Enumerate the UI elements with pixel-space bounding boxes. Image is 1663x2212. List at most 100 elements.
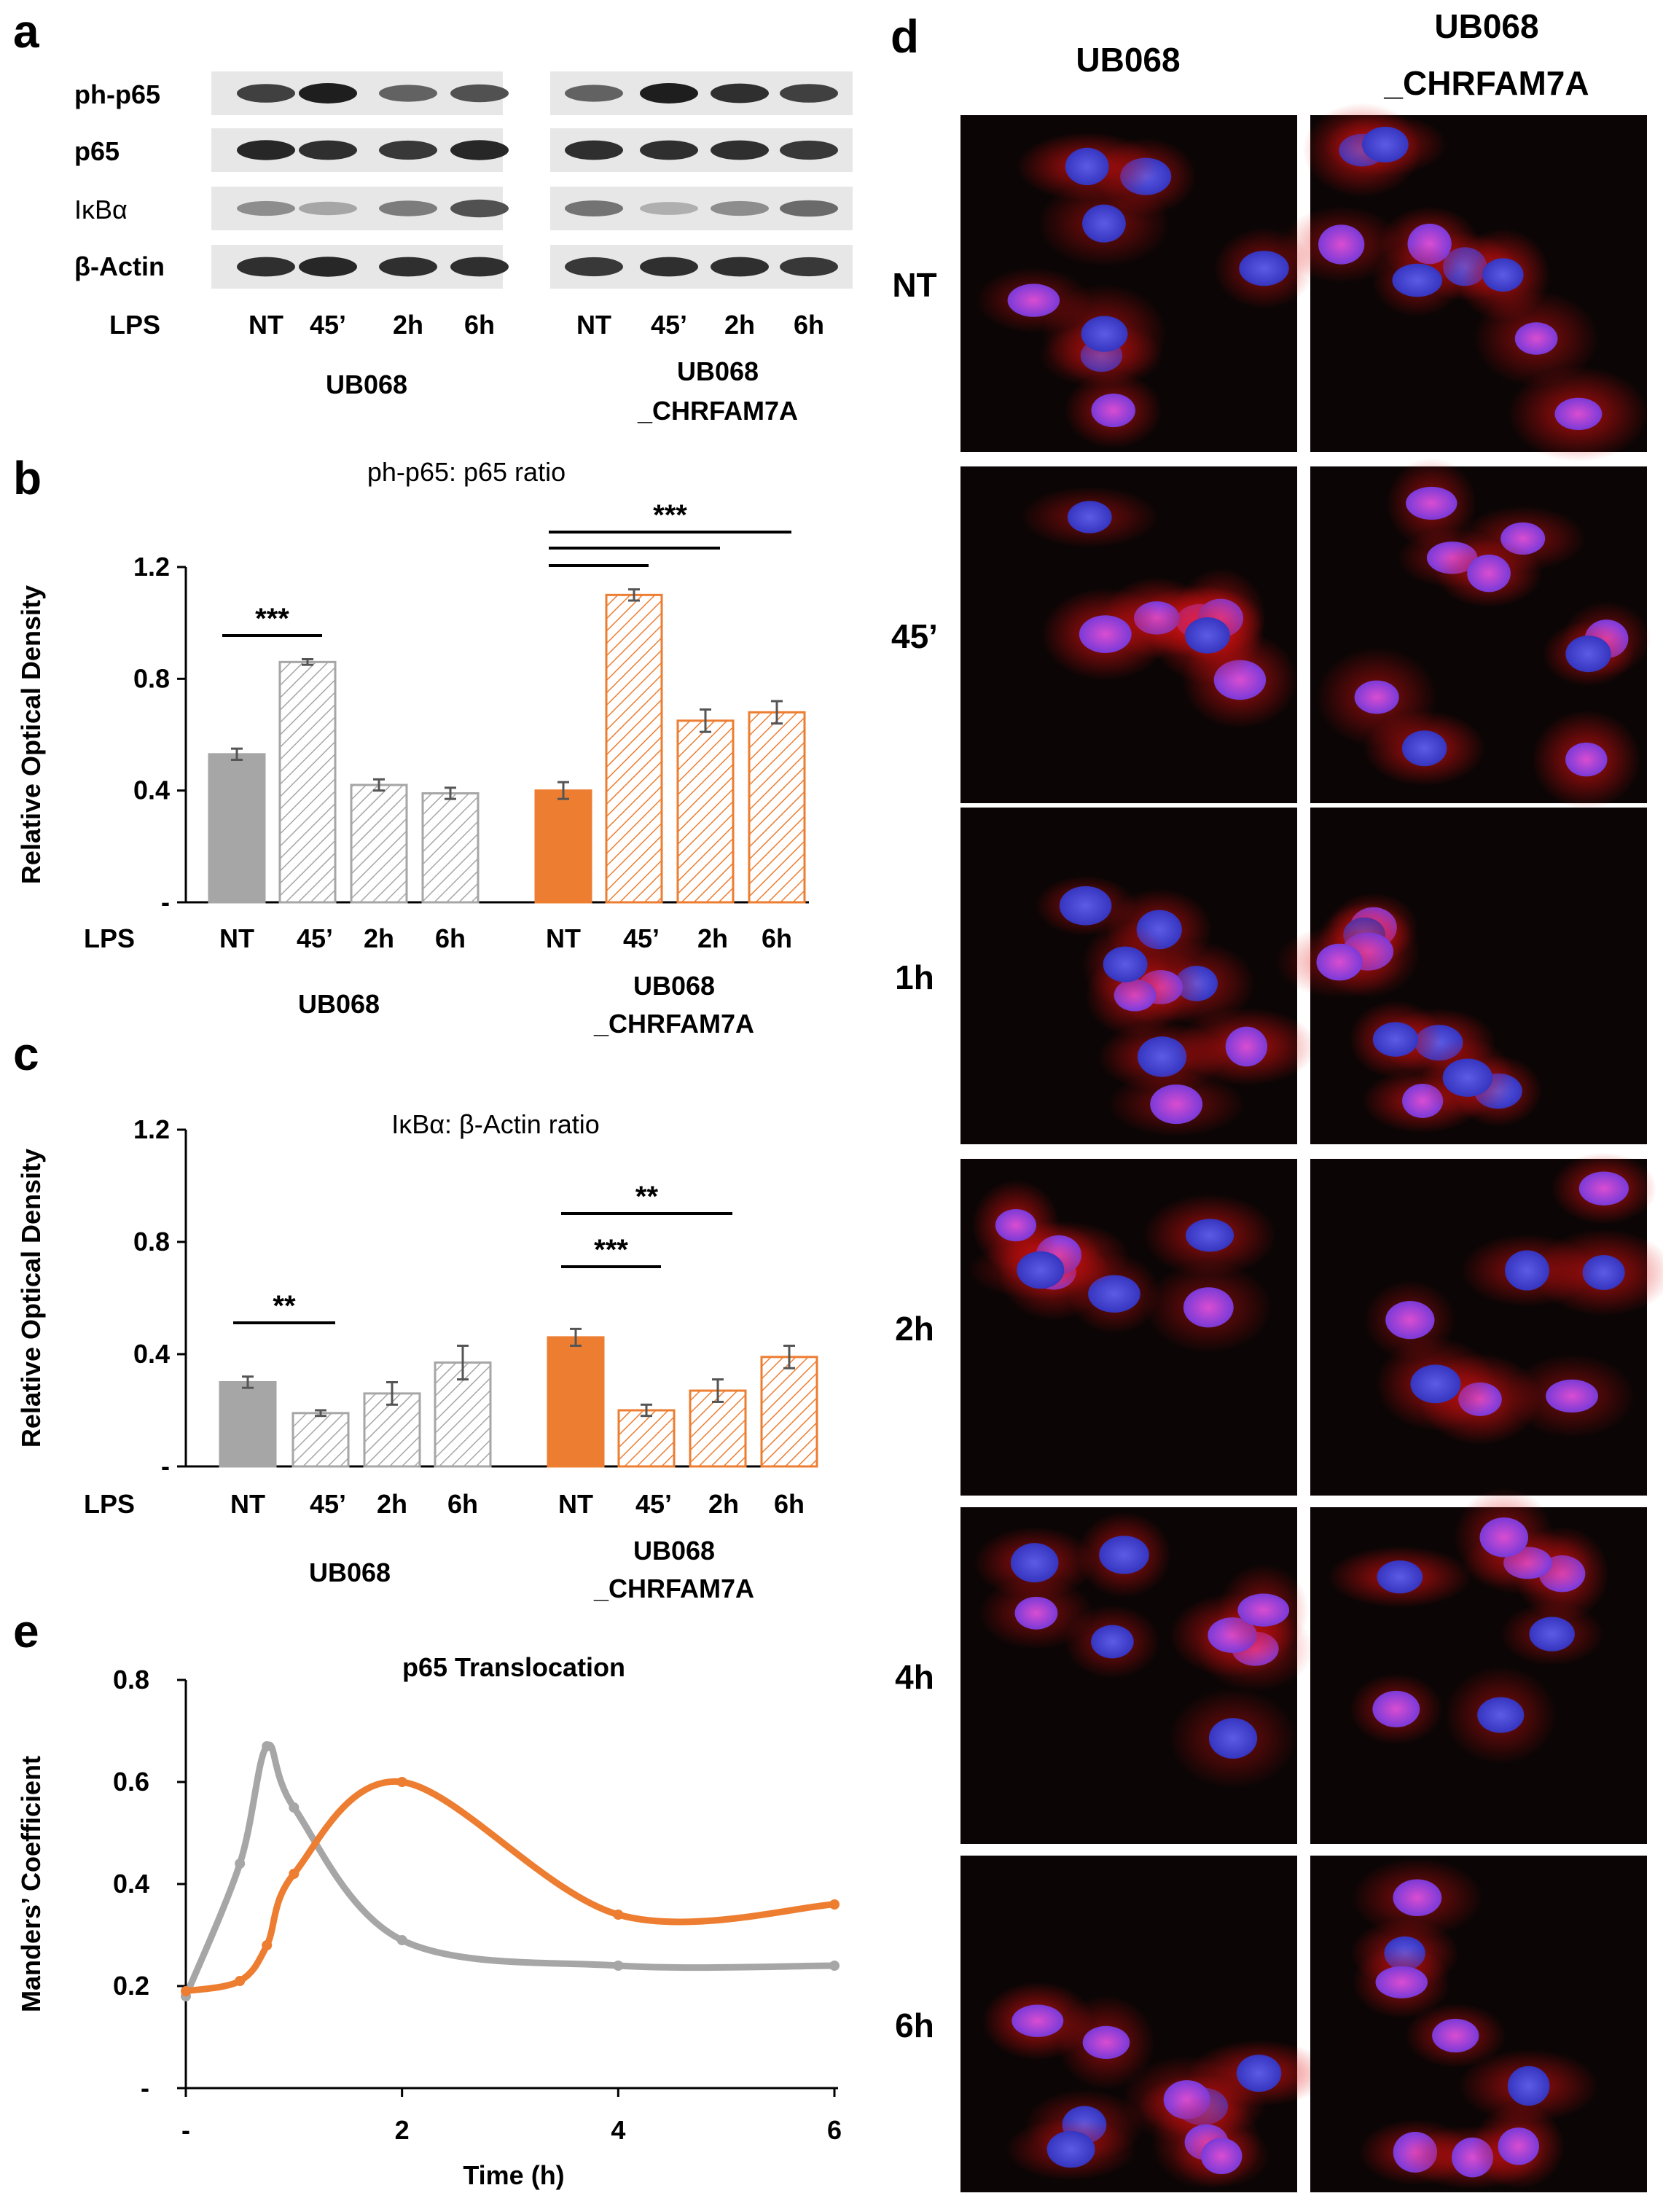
blot-band — [780, 200, 838, 217]
series-line — [182, 1778, 838, 1995]
category-label: 6h — [447, 1489, 478, 1519]
x-tick-label: 4 — [611, 2115, 625, 2145]
blot-band — [379, 200, 437, 216]
cell-nucleus — [1091, 394, 1135, 428]
micro-row-label: 4h — [895, 1658, 934, 1696]
x-tick-label: - — [181, 2115, 190, 2145]
cell-nucleus — [1237, 1593, 1290, 1627]
micro-row-label: 6h — [895, 2006, 934, 2044]
cell-nucleus — [1208, 1718, 1258, 1759]
blot-band — [299, 83, 357, 103]
category-label: 2h — [697, 923, 728, 953]
blot-row-label: ph-p65 — [74, 79, 160, 109]
blot-band — [565, 85, 623, 102]
cell-nucleus — [1082, 2025, 1130, 2059]
category-label: 6h — [774, 1489, 805, 1519]
category-label: 6h — [762, 923, 792, 953]
blot-band — [711, 200, 769, 216]
chart-title: p65 Translocation — [402, 1652, 625, 1682]
y-axis-label: Relative Optical Density — [16, 1149, 46, 1447]
bar — [534, 789, 592, 904]
cell-nucleus — [1477, 1697, 1525, 1733]
data-point — [829, 1899, 840, 1910]
blot-group2-label: _CHRFAM7A — [637, 396, 798, 426]
blot-lps-label: LPS — [109, 310, 160, 340]
cell-nucleus — [1565, 742, 1608, 777]
micro-col2-label: _CHRFAM7A — [1383, 64, 1589, 102]
chart-ikba-actin-ratio: IκBα: β-Actin ratio - 0.4 0.8 1.2 Relative Op… — [16, 1109, 818, 1603]
blot-labels: ph-p65 p65 IκBα β-Actin LPS — [74, 79, 165, 340]
series-line — [182, 1741, 838, 2000]
cell-nucleus — [1442, 1058, 1493, 1097]
blot-row-label: IκBα — [74, 195, 128, 224]
cell-nucleus — [1079, 615, 1132, 653]
micro-col2-label: UB068 — [1434, 7, 1538, 45]
cell-nucleus — [1239, 251, 1289, 286]
cell-nucleus — [1354, 680, 1399, 714]
blot-lane-label: 2h — [724, 310, 755, 340]
cell-nucleus — [1316, 943, 1363, 981]
cell-nucleus — [1201, 2138, 1243, 2175]
x-tick-label: 6 — [827, 2115, 842, 2145]
cell-nucleus — [1059, 886, 1112, 926]
blot-band — [780, 84, 838, 103]
cell-nucleus — [1372, 1022, 1419, 1057]
category-label: 45’ — [635, 1489, 672, 1519]
blot-band — [565, 140, 623, 160]
data-point — [181, 1986, 191, 1996]
bar — [208, 753, 266, 904]
cell-nucleus — [1225, 1026, 1268, 1067]
cell-nucleus — [1099, 1536, 1149, 1574]
blot-lane-label: NT — [249, 310, 283, 340]
significance-label: *** — [255, 603, 289, 635]
blot-row-label: p65 — [74, 136, 120, 166]
y-tick-label: 0.8 — [113, 1665, 149, 1695]
lps-label: LPS — [84, 1489, 135, 1519]
cell-nucleus — [1150, 1084, 1203, 1125]
bar — [605, 593, 663, 904]
blot-band — [379, 257, 437, 277]
bar — [689, 1389, 747, 1468]
blot-row-label: β-Actin — [74, 251, 165, 281]
data-point — [829, 1961, 840, 1971]
y-tick-label: 0.4 — [133, 775, 170, 805]
bar — [291, 1412, 350, 1468]
blot-band — [237, 257, 295, 277]
blot-band — [565, 200, 623, 216]
y-tick-label: 0.8 — [133, 1227, 170, 1257]
cell-nucleus — [1529, 1617, 1575, 1652]
blot-band — [237, 140, 295, 160]
cell-nucleus — [1065, 147, 1109, 186]
cell-nucleus — [1010, 1543, 1059, 1583]
cell-nucleus — [1017, 1251, 1065, 1289]
y-tick-label: 0.2 — [113, 1971, 149, 2001]
cell-nucleus — [1401, 730, 1447, 767]
category-label: 45’ — [310, 1489, 346, 1519]
group-label: UB068 — [633, 971, 715, 1001]
bar — [617, 1409, 676, 1468]
blot-band — [640, 257, 698, 277]
bar — [278, 660, 337, 904]
blot-band — [711, 140, 769, 160]
micro-image — [960, 1507, 1314, 1844]
data-point — [235, 1976, 246, 1986]
blot-band — [237, 84, 295, 103]
blot-band — [640, 140, 698, 160]
blot-band — [711, 257, 769, 277]
cell-nucleus — [1393, 1879, 1442, 1917]
micro-image — [1310, 458, 1651, 810]
micro-image — [1310, 1856, 1647, 2192]
bar — [547, 1336, 605, 1468]
y-tick-label: 1.2 — [133, 1114, 170, 1144]
x-tick-label: 2 — [395, 2115, 410, 2145]
micro-image — [1275, 808, 1647, 1144]
blot-lane-label: 45’ — [310, 310, 346, 340]
significance-label: ** — [635, 1181, 659, 1213]
panel-letter-b: b — [13, 452, 42, 504]
chart-title: IκBα: β-Actin ratio — [391, 1109, 600, 1139]
cell-nucleus — [1479, 1517, 1529, 1558]
cell-nucleus — [1236, 2055, 1282, 2092]
cell-nucleus — [1137, 1036, 1187, 1077]
cell-nucleus — [1554, 397, 1603, 431]
cell-nucleus — [1183, 1287, 1234, 1328]
